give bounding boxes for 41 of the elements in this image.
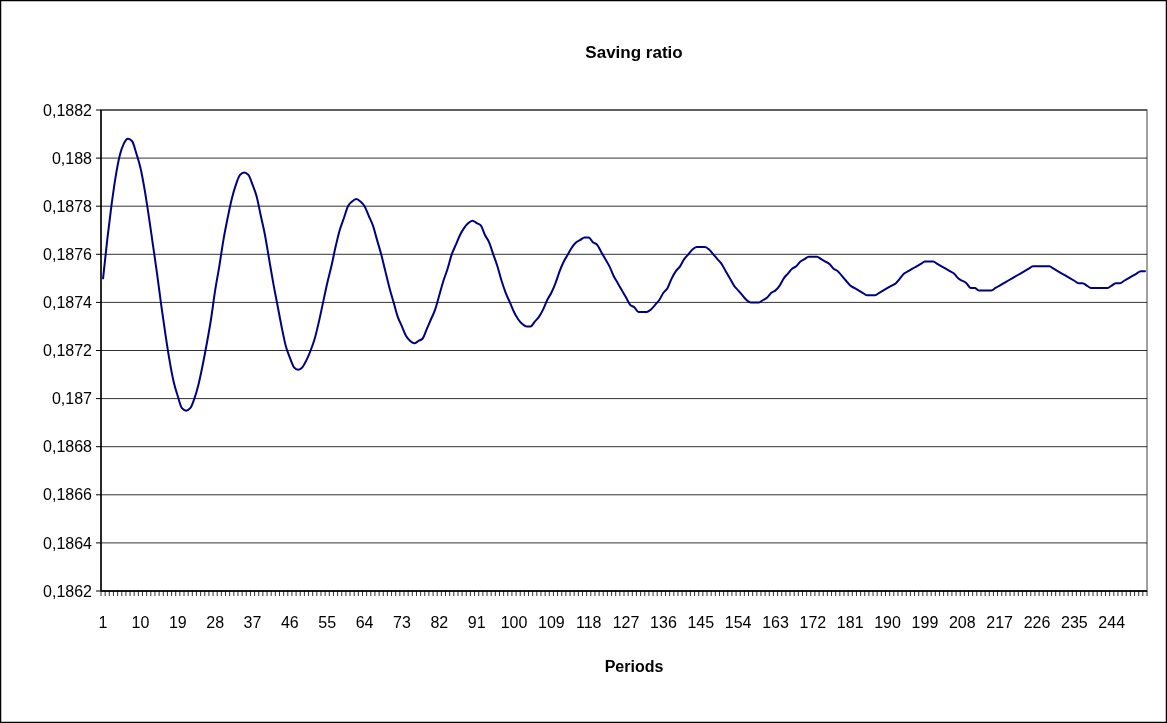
x-tick-label: 136: [650, 614, 677, 631]
y-tick-label: 0,188: [51, 149, 93, 167]
chart-title: Saving ratio: [585, 43, 683, 62]
y-tick-label: 0,1876: [43, 245, 93, 263]
x-tick-label: 208: [948, 614, 976, 631]
x-tick-label: 244: [1098, 614, 1126, 631]
x-tick-label: 154: [724, 614, 752, 631]
x-tick-label: 64: [355, 614, 374, 631]
y-tick-label: 0,1864: [43, 534, 93, 552]
y-tick-label: 0,1874: [43, 294, 93, 311]
x-tick-label: 1: [98, 614, 108, 631]
y-tick-label: 0,1868: [43, 438, 93, 456]
x-tick-label: 28: [206, 614, 225, 631]
x-tick-label: 127: [612, 614, 640, 631]
x-tick-label: 46: [280, 614, 299, 631]
y-tick-label: 0,1866: [43, 486, 93, 504]
y-tick-label: 0,1882: [43, 101, 93, 119]
y-tick-label: 0,1862: [43, 582, 93, 600]
x-tick-label: 190: [874, 614, 902, 631]
x-tick-label: 55: [318, 614, 337, 631]
x-tick-label: 217: [986, 614, 1014, 631]
y-tick-label: 0,1872: [43, 342, 93, 360]
x-tick-label: 37: [243, 614, 262, 631]
x-tick-label: 181: [836, 614, 864, 631]
x-axis-title: Periods: [604, 658, 664, 675]
x-tick-label: 172: [799, 614, 827, 631]
x-tick-label: 226: [1023, 614, 1051, 631]
x-tick-label: 145: [687, 614, 715, 631]
x-tick-label: 118: [575, 614, 602, 631]
x-tick-label: 10: [131, 614, 150, 631]
x-tick-label: 91: [467, 614, 486, 631]
x-tick-label: 73: [393, 614, 411, 631]
x-tick-label: 19: [168, 614, 187, 631]
y-tick-label: 0,1878: [43, 197, 93, 215]
x-tick-label: 163: [762, 614, 789, 631]
x-tick-label: 100: [500, 614, 528, 631]
x-tick-label: 235: [1061, 614, 1088, 631]
x-tick-label: 82: [430, 614, 449, 631]
y-tick-label: 0,187: [51, 390, 93, 408]
x-tick-label: 109: [538, 614, 565, 631]
x-tick-label: 199: [911, 614, 939, 631]
